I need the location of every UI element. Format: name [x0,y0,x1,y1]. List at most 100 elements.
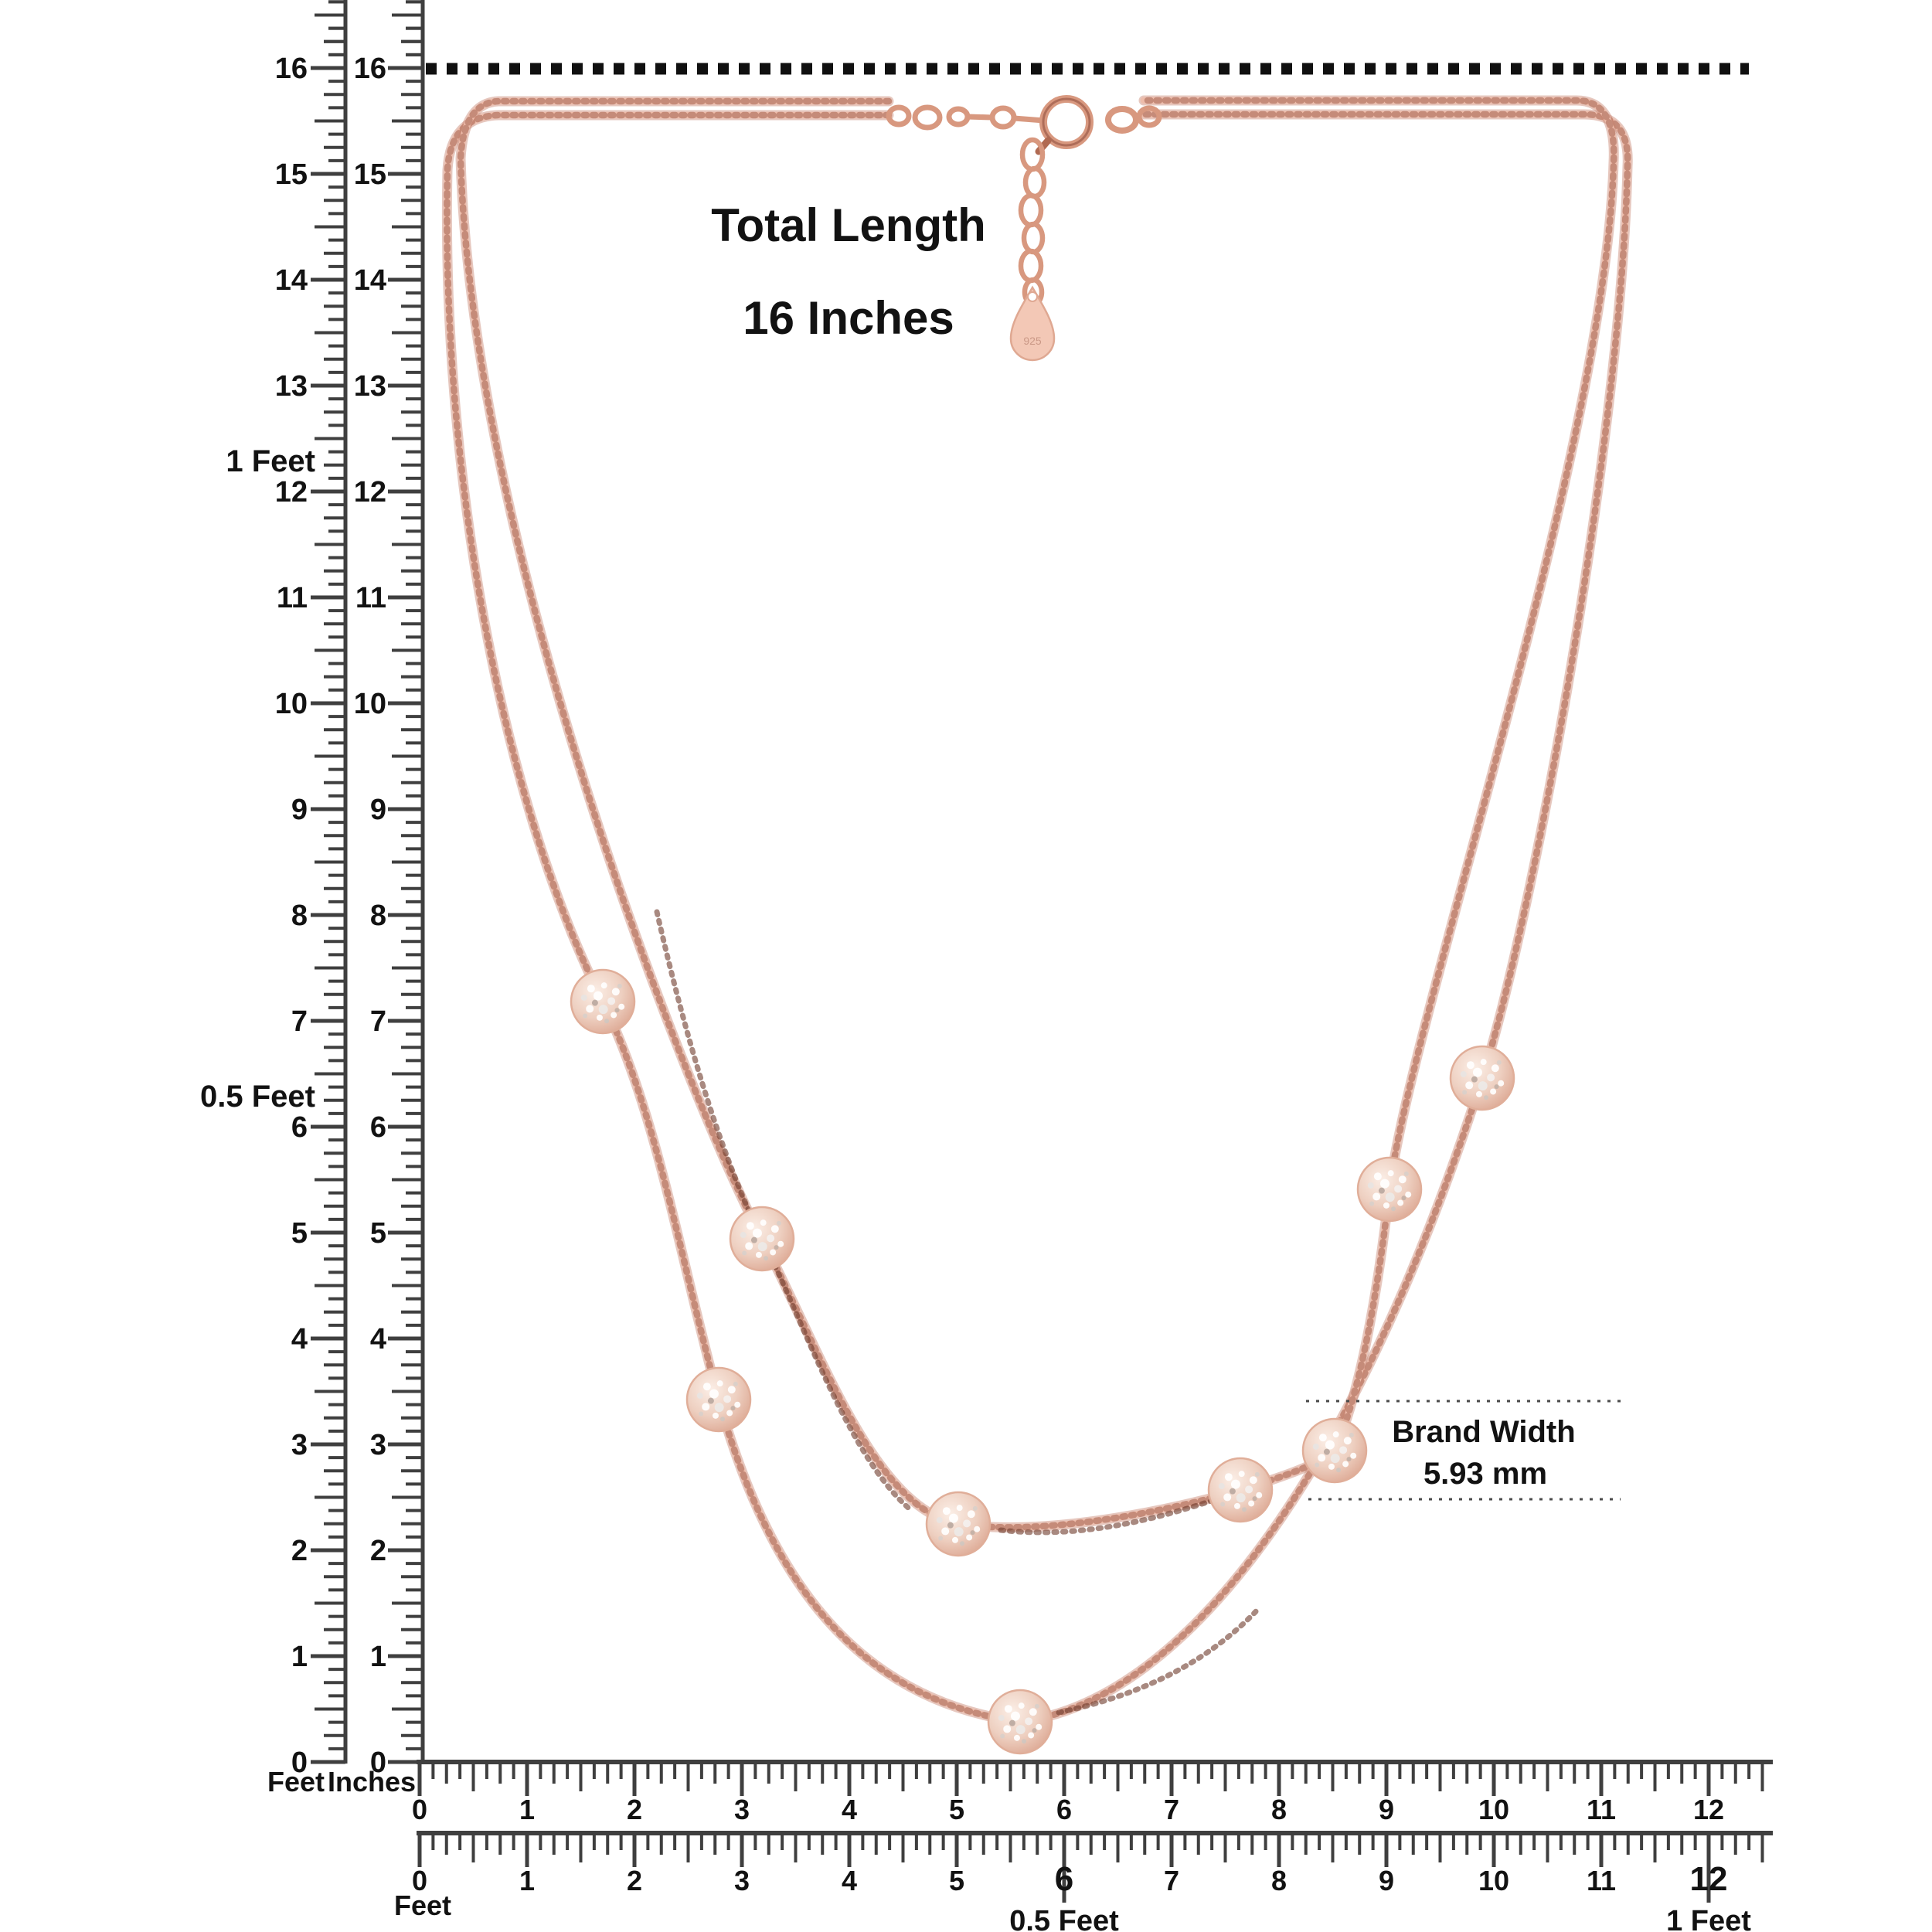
chain-link [1136,105,1162,128]
extender-chain [1018,137,1047,308]
feet-marker-label: 0.5 Feet [1009,1905,1119,1932]
ruler-number: 10 [1478,1865,1509,1896]
brand-width-label: Brand Width [1392,1415,1575,1449]
ruler-number: 9 [370,794,386,826]
ruler-number: 4 [370,1323,386,1355]
ruler-number: 4 [842,1794,857,1825]
ruler-number: 7 [291,1005,308,1038]
ruler-number: 0 [291,1747,308,1779]
ruler-number: 8 [291,900,308,932]
ruler-number: 7 [1164,1794,1179,1825]
ruler-number: 14 [275,264,308,297]
ruler-number: 7 [370,1005,386,1038]
ruler-number: 16 [354,53,386,85]
ruler-number: 8 [1271,1794,1287,1825]
pave-ball-bead [570,968,636,1035]
vertical-feet-unit-label: Feet [267,1766,325,1798]
ruler-number: 12 [275,476,308,509]
chain-link [1105,106,1139,134]
pave-ball-bead [987,1689,1053,1755]
necklace-inner-strand [455,95,1619,1532]
necklace-outer-strand [441,109,1633,1727]
ruler-number: 5 [949,1794,964,1825]
necklace: 925 [441,95,1633,1755]
ruler-number: 11 [1587,1865,1616,1896]
pave-ball-bead [925,1491,992,1557]
chain-link [946,106,971,128]
ruler-number: 8 [370,900,386,932]
chain-link [886,104,912,128]
ruler-number: 0 [412,1794,427,1825]
pave-ball-bead [729,1206,795,1272]
ruler-number: 1 [291,1641,308,1673]
pave-ball-bead [1449,1045,1515,1111]
ruler-number: 2 [370,1535,386,1567]
total-length-value: 16 Inches [743,292,954,344]
pave-beads [570,968,1515,1755]
vertical-inches-unit-label: Inches [328,1766,416,1798]
ruler-number: 4 [842,1865,857,1896]
pave-ball-bead [1207,1457,1274,1523]
ruler-number: 8 [1271,1865,1287,1896]
ruler-number: 1 [519,1865,535,1896]
ruler-number: 13 [275,370,308,403]
ruler-number: 9 [1379,1794,1394,1825]
ruler-number: 1 [370,1641,386,1673]
ruler-number: 5 [291,1217,308,1250]
ruler-number: 3 [734,1794,750,1825]
brand-width-value: 5.93 mm [1423,1457,1547,1491]
ruler-number: 12 [1693,1794,1724,1825]
ruler-number: 0 [412,1865,427,1896]
ruler-number: 12 [1690,1860,1728,1898]
ruler-number: 2 [627,1794,642,1825]
chain-link [912,104,943,131]
horizontal-ruler-inches: 0 1 2 3 4 5 6 7 8 9 10 11 12 [412,1760,1773,1825]
chain-link [989,105,1017,130]
pave-ball-bead [1356,1156,1423,1223]
total-length-label: Total Length [711,199,986,251]
tag-stamp: 925 [1023,335,1042,347]
ruler-number: 15 [354,158,386,191]
ruler-number: 6 [370,1111,386,1144]
ruler-number: 16 [275,53,308,85]
pave-ball-bead [685,1366,752,1433]
ruler-number: 3 [291,1429,308,1461]
ruler-number: 6 [1055,1860,1073,1898]
ruler-number: 0 [370,1747,386,1779]
ruler-number: 11 [355,582,386,614]
ruler-number: 3 [370,1429,386,1461]
ruler-number: 4 [291,1323,308,1355]
ruler-number: 11 [277,582,308,614]
ruler-number: 3 [734,1865,750,1896]
ruler-number: 15 [275,158,308,191]
ruler-number: 12 [354,476,386,509]
ruler-number: 5 [370,1217,386,1250]
ruler-number: 2 [627,1865,642,1896]
ruler-number: 10 [1478,1794,1509,1825]
ruler-number: 6 [1056,1794,1072,1825]
feet-marker-label: 1 Feet [226,444,315,478]
ruler-number: 14 [354,264,386,297]
pave-ball-bead [1301,1417,1368,1484]
feet-marker-label: 1 Feet [1666,1905,1751,1932]
ruler-number: 11 [1587,1794,1616,1825]
ruler-number: 7 [1164,1865,1179,1896]
ruler-number: 9 [291,794,308,826]
ruler-number: 5 [949,1865,964,1896]
ruler-number: 10 [275,688,308,720]
extender-tag: 925 [1009,285,1056,362]
ruler-number: 13 [354,370,386,403]
feet-marker-label: 0.5 Feet [200,1080,315,1114]
chain-shadow-segments [654,909,1263,1716]
horizontal-feet-unit-label: Feet [394,1889,451,1921]
ruler-number: 2 [291,1535,308,1567]
brand-width-annotation: Brand Width 5.93 mm [1306,1400,1621,1501]
clasp-assembly [886,95,1162,155]
ruler-number: 6 [291,1111,308,1144]
